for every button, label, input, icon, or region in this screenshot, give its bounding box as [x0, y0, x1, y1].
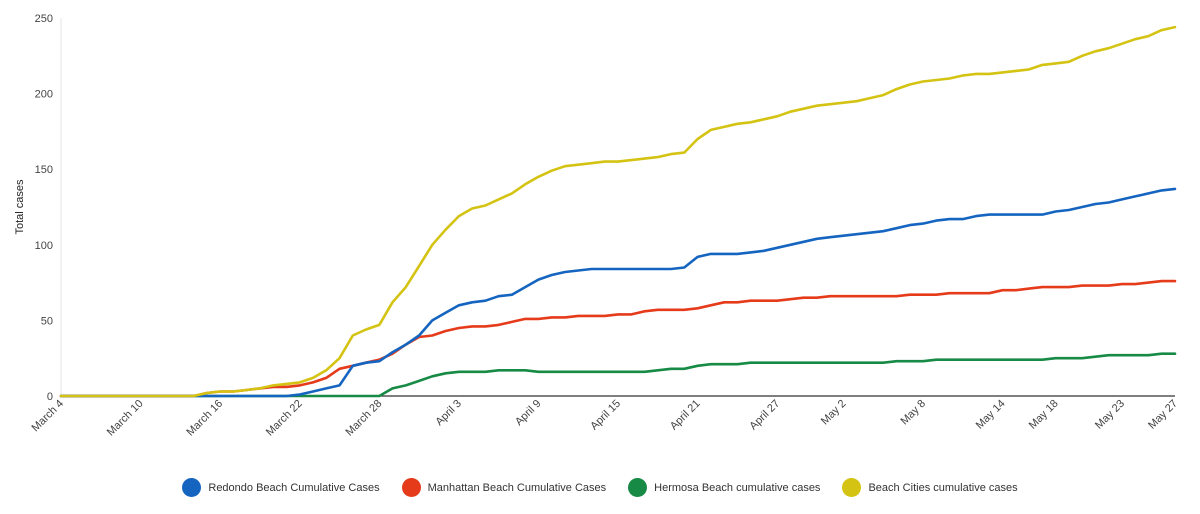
legend-label: Beach Cities cumulative cases	[868, 481, 1018, 494]
legend-label: Manhattan Beach Cumulative Cases	[427, 481, 607, 494]
y-tick-label: 100	[35, 240, 53, 252]
series-line-beach-cities-cumulative-cases	[59, 25, 1177, 398]
series-line-redondo-beach-cumulative-cases	[59, 187, 1177, 398]
line-chart: 0 50 100 150 200 250 March 4 March 10 March 16 Ma…	[14, 13, 1180, 439]
x-tick-label: April 15	[588, 398, 623, 433]
x-tick-label: March 4	[30, 398, 67, 435]
x-tick-label: March 22	[264, 398, 305, 439]
series-line-manhattan-beach-cumulative-cases	[59, 279, 1177, 398]
y-tick-label: 200	[35, 89, 53, 101]
x-tick-label: March 10	[105, 398, 146, 439]
y-tick-label: 0	[47, 391, 53, 403]
y-tick-label: 250	[35, 13, 53, 25]
legend-item: Redondo Beach Cumulative Cases	[182, 478, 380, 497]
x-tick-label: March 16	[184, 398, 225, 439]
x-tick-label: May 8	[898, 398, 928, 428]
x-tick-label: May 18	[1027, 398, 1061, 432]
legend-swatch	[842, 478, 862, 497]
legend-item: Beach Cities cumulative cases	[842, 478, 1018, 497]
y-tick-label: 50	[41, 315, 53, 327]
x-tick-label: May 23	[1093, 398, 1127, 432]
legend: Redondo Beach Cumulative Cases Manhattan …	[0, 478, 1200, 497]
series-line-hermosa-beach-cumulative-cases	[59, 352, 1177, 398]
legend-item: Manhattan Beach Cumulative Cases	[401, 478, 607, 497]
x-tick-label: May 2	[819, 398, 849, 428]
legend-label: Hermosa Beach cumulative cases	[654, 481, 821, 494]
y-tick-label: 150	[35, 164, 53, 176]
x-tick-label: April 3	[433, 398, 464, 429]
x-tick-label: March 28	[343, 398, 384, 439]
y-axis-title: Total cases	[14, 179, 26, 235]
x-tick-label: April 21	[668, 398, 703, 433]
x-tick-label: May 27	[1146, 398, 1180, 432]
legend-swatch	[628, 478, 648, 497]
x-tick-label: April 27	[747, 398, 782, 433]
legend-swatch	[401, 478, 421, 497]
x-tick-label: April 9	[513, 398, 544, 429]
legend-label: Redondo Beach Cumulative Cases	[208, 481, 380, 494]
legend-item: Hermosa Beach cumulative cases	[628, 478, 820, 497]
x-tick-label: May 14	[974, 398, 1008, 432]
legend-swatch	[182, 478, 202, 497]
